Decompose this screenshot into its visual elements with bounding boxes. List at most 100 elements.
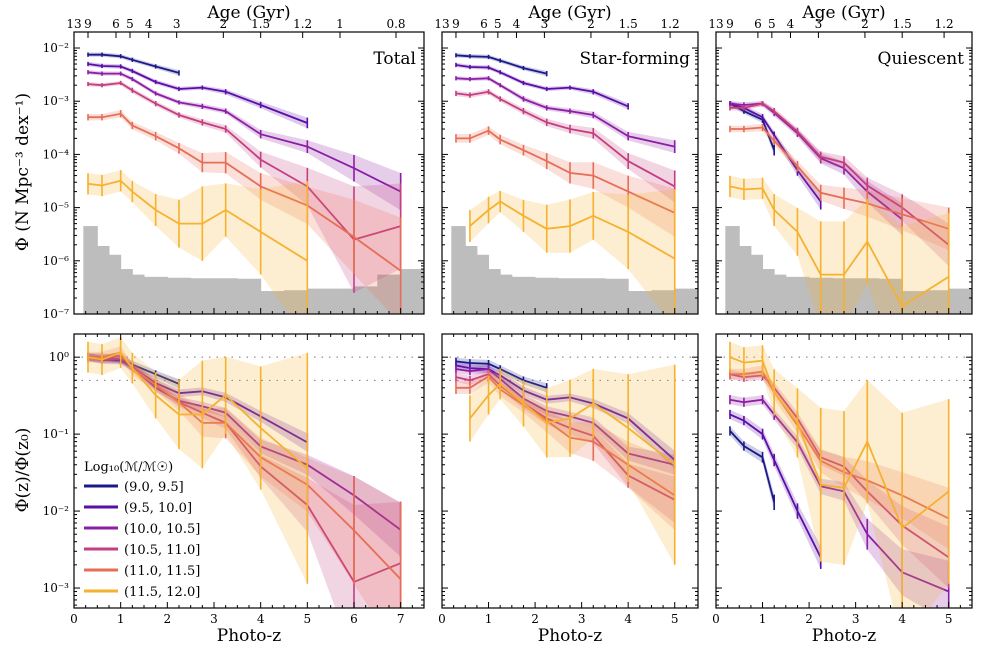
series-line bbox=[87, 82, 401, 241]
series-line bbox=[729, 430, 776, 503]
age-tick-label: 6 bbox=[754, 17, 762, 31]
series-6 bbox=[729, 341, 950, 608]
y-tick-label: 10⁻⁷ bbox=[43, 307, 70, 321]
series-line bbox=[455, 360, 547, 389]
error-band bbox=[730, 426, 775, 510]
error-band bbox=[88, 110, 401, 314]
plot-area bbox=[716, 341, 972, 608]
x-axis-label: Photo-z bbox=[812, 626, 876, 646]
y-tick-label: 10⁻⁵ bbox=[43, 201, 70, 215]
panel-star-forming-density: 13 9 6 5 4 3 2 1.5 1.2 Age (Gyr) Star-forming bbox=[434, 3, 699, 315]
series-line bbox=[455, 77, 675, 148]
age-tick-label: 1 bbox=[336, 17, 344, 31]
top-age-axis: 13 9 6 5 4 3 2 1.5 1.2 Age (Gyr) bbox=[708, 3, 954, 38]
error-band bbox=[730, 123, 949, 251]
histogram-bar bbox=[284, 290, 308, 314]
histogram-bar bbox=[476, 254, 490, 314]
age-tick-label: 13 bbox=[708, 17, 723, 31]
age-tick-label: 4 bbox=[513, 17, 521, 31]
series-line bbox=[455, 364, 676, 461]
age-tick-label: 3 bbox=[541, 17, 549, 31]
error-band bbox=[88, 353, 308, 452]
series-line bbox=[729, 185, 950, 308]
age-tick-label: 1.5 bbox=[619, 17, 638, 31]
y-axis-ticks: 10⁻⁷ 10⁻⁶ 10⁻⁵ 10⁻⁴ 10⁻³ 10⁻² bbox=[43, 31, 424, 321]
series-line bbox=[469, 382, 676, 466]
error-band bbox=[88, 170, 308, 314]
error-band bbox=[730, 341, 949, 608]
y-tick-label: 10⁻⁴ bbox=[43, 147, 70, 161]
plot-area bbox=[83, 52, 424, 314]
histogram-bar bbox=[925, 290, 950, 314]
series-line bbox=[455, 373, 676, 501]
x-tick-label: 2 bbox=[164, 612, 172, 626]
error-band bbox=[730, 369, 949, 589]
histogram-bar bbox=[97, 245, 110, 314]
error-band bbox=[88, 80, 401, 293]
y-tick-label: 10⁻⁶ bbox=[43, 254, 70, 268]
legend-entry: (11.0, 11.5] bbox=[124, 564, 200, 579]
y-axis-ticks bbox=[716, 31, 972, 315]
series-line bbox=[469, 200, 676, 260]
x-axis-ticks bbox=[73, 308, 425, 314]
error-band bbox=[456, 126, 675, 237]
histogram-bar bbox=[120, 269, 133, 314]
x-tick-label: 3 bbox=[578, 612, 586, 626]
error-band bbox=[730, 365, 949, 550]
age-axis-label: Age (Gyr) bbox=[801, 3, 885, 23]
age-tick-label: 9 bbox=[726, 17, 734, 31]
series-2 bbox=[729, 409, 822, 569]
series-6 bbox=[469, 364, 676, 565]
histogram-bar bbox=[774, 274, 787, 314]
y-axis-label-ratio: Φ(z)/Φ(z₀) bbox=[13, 428, 33, 513]
x-tick-label: 0 bbox=[712, 612, 720, 626]
x-tick-label: 5 bbox=[945, 612, 953, 626]
y-tick-label: 10⁻³ bbox=[43, 581, 70, 595]
x-tick-label: 1 bbox=[759, 612, 767, 626]
histogram-bar bbox=[948, 288, 972, 314]
age-tick-label: 9 bbox=[84, 17, 92, 31]
top-age-axis: 13 9 6 5 4 3 2 1.5 1.2 1 0.8 Age (Gyr) bbox=[66, 3, 406, 38]
legend-entry: (9.5, 10.0] bbox=[124, 501, 192, 516]
histogram-bar bbox=[167, 277, 192, 314]
x-tick-label: 4 bbox=[898, 612, 906, 626]
histogram-bar bbox=[674, 288, 698, 314]
panel-total-normalized: 10⁻³ 10⁻² 10⁻¹ 10⁰ 0 1 2 3 4 5 6 7 Photo-z bbox=[43, 333, 425, 646]
series-line bbox=[455, 368, 675, 466]
panels-group: 10⁻⁷10⁻⁶10⁻⁵10⁻⁴10⁻³10⁻²13 9 6 5 4 3 2 1.5 1.2 1 0… bbox=[43, 3, 973, 646]
histogram-bar bbox=[785, 276, 810, 314]
x-tick-label: 5 bbox=[671, 612, 679, 626]
histogram-bar bbox=[260, 291, 285, 314]
series-line bbox=[729, 373, 950, 559]
error-band bbox=[88, 353, 179, 389]
histogram-bar bbox=[354, 286, 378, 314]
plot-area bbox=[725, 100, 972, 314]
y-tick-label: 10⁻³ bbox=[43, 94, 70, 108]
series-1 bbox=[729, 426, 776, 510]
series-line bbox=[87, 179, 308, 262]
age-tick-label: 2 bbox=[861, 17, 869, 31]
panel-total-density: 10⁻⁷10⁻⁶10⁻⁵10⁻⁴10⁻³10⁻²13 9 6 5 4 3 2 1.5 1.2 1 0… bbox=[43, 3, 425, 321]
series-3 bbox=[455, 76, 676, 154]
panel-title: Quiescent bbox=[878, 49, 965, 69]
age-tick-label: 6 bbox=[480, 17, 488, 31]
age-tick-label: 3 bbox=[173, 17, 181, 31]
histogram-bar bbox=[109, 254, 122, 314]
histogram-bar bbox=[762, 269, 775, 314]
series-line bbox=[456, 129, 676, 214]
histogram-bar bbox=[604, 278, 629, 314]
x-axis-ticks bbox=[715, 308, 973, 314]
series-line bbox=[88, 112, 402, 272]
age-tick-label: 2 bbox=[587, 17, 595, 31]
histogram-bar bbox=[500, 274, 513, 314]
histogram-bar bbox=[739, 245, 752, 314]
series-line bbox=[730, 370, 950, 520]
x-axis-ticks: 0 1 2 3 4 5 bbox=[712, 334, 973, 626]
series-line bbox=[87, 351, 308, 469]
histogram-bar bbox=[307, 288, 355, 314]
y-tick-label: 10⁻² bbox=[43, 41, 70, 55]
panel-quiescent-density: 13 9 6 5 4 3 2 1.5 1.2 Age (Gyr) Quiescent bbox=[708, 3, 973, 315]
y-axis-ticks bbox=[716, 333, 972, 606]
plot-area bbox=[442, 356, 698, 565]
x-axis-ticks: 0 1 2 3 4 5 6 7 bbox=[70, 334, 425, 626]
